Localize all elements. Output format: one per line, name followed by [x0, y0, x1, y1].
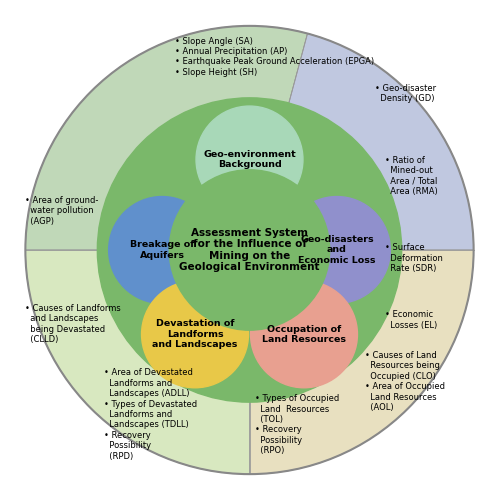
Wedge shape	[25, 250, 250, 474]
Circle shape	[250, 281, 357, 388]
Wedge shape	[250, 34, 474, 250]
Text: • Surface
  Deformation
  Rate (SDR): • Surface Deformation Rate (SDR)	[385, 244, 443, 273]
Text: • Types of Occupied
  Land  Resources
  (TOL)
• Recovery
  Possibility
  (RPO): • Types of Occupied Land Resources (TOL)…	[254, 394, 339, 456]
Text: • Area of Devastated
  Landforms and
  Landscapes (ADLL)
• Types of Devastated
 : • Area of Devastated Landforms and Lands…	[103, 368, 197, 460]
Text: • Geo-disaster
  Density (GD): • Geo-disaster Density (GD)	[375, 84, 436, 103]
Text: Assessment System
for the Influence of
Mining on the
Geological Environment: Assessment System for the Influence of M…	[179, 228, 320, 272]
Text: Geo-environment
Background: Geo-environment Background	[203, 150, 296, 169]
Circle shape	[97, 98, 402, 402]
Wedge shape	[25, 26, 307, 250]
Text: Breakage of
Aquifers: Breakage of Aquifers	[130, 240, 194, 260]
Text: • Causes of Landforms
  and Landscapes
  being Devastated
  (CLLD): • Causes of Landforms and Landscapes bei…	[25, 304, 121, 344]
Text: • Causes of Land
  Resources being
  Occupied (CLO)
• Area of Occupied
  Land Re: • Causes of Land Resources being Occupie…	[365, 351, 445, 412]
Circle shape	[25, 26, 474, 474]
Circle shape	[109, 196, 216, 304]
Text: • Ratio of
  Mined-out
  Area / Total
  Area (RMA): • Ratio of Mined-out Area / Total Area (…	[385, 156, 438, 196]
Wedge shape	[250, 250, 474, 474]
Circle shape	[196, 106, 303, 213]
Text: Occupation of
Land Resources: Occupation of Land Resources	[262, 324, 346, 344]
Text: Devastation of
Landforms
and Landscapes: Devastation of Landforms and Landscapes	[152, 320, 238, 349]
Text: • Area of ground-
  water pollution
  (AGP): • Area of ground- water pollution (AGP)	[25, 196, 99, 226]
Text: Geo-disasters
and
Economic Loss: Geo-disasters and Economic Loss	[298, 235, 376, 265]
Text: • Economic
  Losses (EL): • Economic Losses (EL)	[385, 310, 438, 330]
Text: • Slope Angle (SA)
• Annual Precipitation (AP)
• Earthquake Peak Ground Accelera: • Slope Angle (SA) • Annual Precipitatio…	[176, 36, 375, 77]
Circle shape	[283, 196, 390, 304]
Circle shape	[142, 281, 249, 388]
Circle shape	[169, 170, 330, 330]
